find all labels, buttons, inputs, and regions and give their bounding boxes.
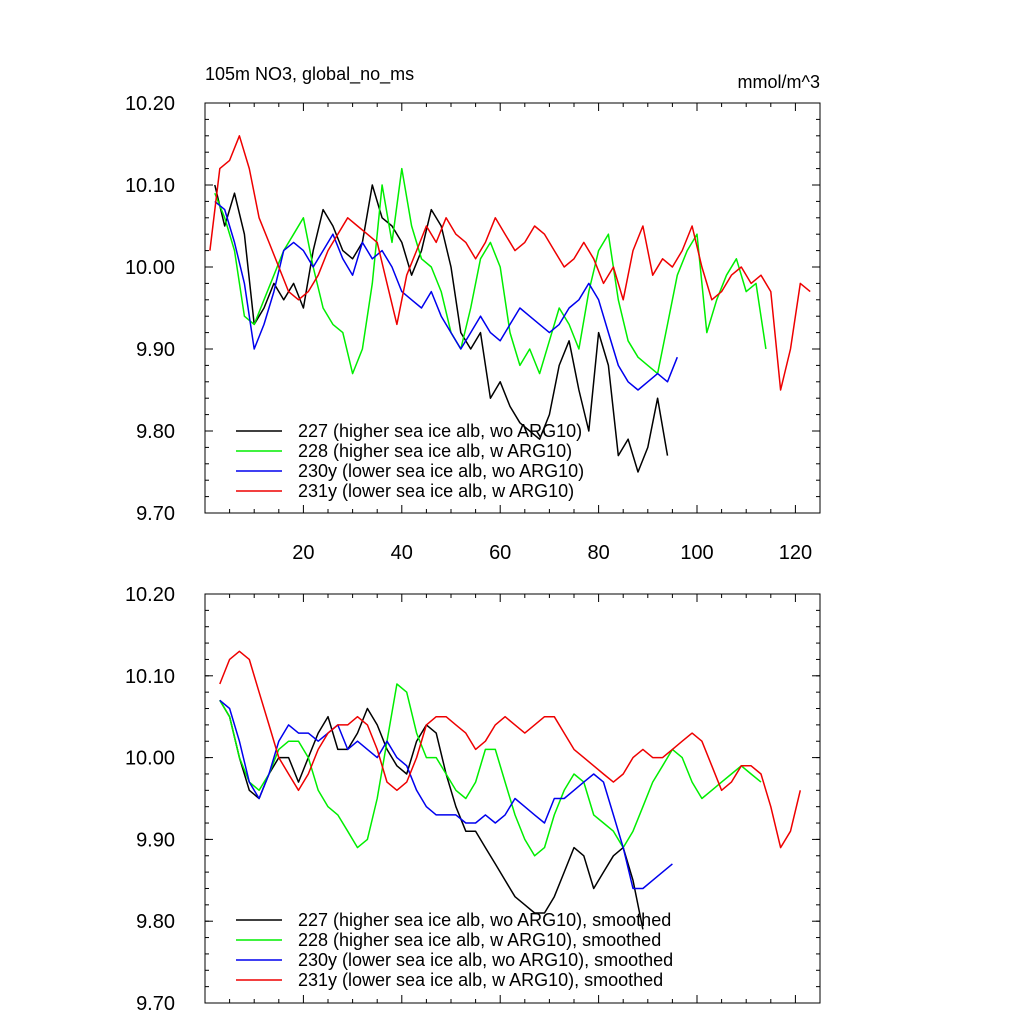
series-line-2 bbox=[219, 699, 673, 890]
legend-label: 230y (lower sea ice alb, wo ARG10), smoo… bbox=[298, 950, 673, 970]
x-tick-label: 60 bbox=[489, 542, 511, 564]
x-tick-label: 40 bbox=[391, 542, 413, 564]
series-line-2 bbox=[214, 200, 678, 391]
legend-label: 231y (lower sea ice alb, w ARG10) bbox=[298, 481, 574, 501]
top-panel: 9.70 9.80 9.90 10.00 10.10 10.20 20 40 60 80 100 12… bbox=[125, 64, 821, 564]
y-tick-label: 10.20 bbox=[125, 584, 175, 606]
legend-label: 231y (lower sea ice alb, w ARG10), smoot… bbox=[298, 970, 663, 990]
series-line-1 bbox=[214, 167, 767, 375]
plot-frame bbox=[204, 102, 821, 514]
y-tick-label: 9.80 bbox=[136, 421, 175, 443]
y-tick-label: 9.90 bbox=[136, 339, 175, 361]
legend-label: 227 (higher sea ice alb, wo ARG10) bbox=[298, 421, 582, 441]
y-tick-label: 10.10 bbox=[125, 666, 175, 688]
y-tick-label: 10.20 bbox=[125, 93, 175, 115]
legend-label: 228 (higher sea ice alb, w ARG10) bbox=[298, 441, 572, 461]
series-line-0 bbox=[214, 184, 669, 473]
series-line-3 bbox=[209, 135, 811, 391]
y-tick-label: 10.10 bbox=[125, 175, 175, 197]
series-line-1 bbox=[219, 683, 762, 857]
legend-label: 230y (lower sea ice alb, wo ARG10) bbox=[298, 461, 584, 481]
plot-frame bbox=[204, 593, 821, 1004]
y-tick-label: 9.70 bbox=[136, 503, 175, 525]
x-tick-label: 120 bbox=[779, 542, 812, 564]
y-tick-label: 10.00 bbox=[125, 748, 175, 770]
series-line-3 bbox=[219, 650, 802, 849]
y-tick-label: 9.80 bbox=[136, 911, 175, 933]
y-tick-label: 10.00 bbox=[125, 257, 175, 279]
chart-title: 105m NO3, global_no_ms bbox=[205, 64, 414, 85]
x-tick-label: 20 bbox=[292, 542, 314, 564]
units-label: mmol/m^3 bbox=[738, 72, 820, 92]
bottom-panel: 9.70 9.80 9.90 10.00 10.10 10.20 227 (higher s… bbox=[125, 584, 821, 1015]
y-tick-label: 9.70 bbox=[136, 993, 175, 1015]
legend-label: 227 (higher sea ice alb, wo ARG10), smoo… bbox=[298, 910, 671, 930]
series-line-0 bbox=[219, 699, 644, 930]
x-tick-label: 80 bbox=[587, 542, 609, 564]
legend-label: 228 (higher sea ice alb, w ARG10), smoot… bbox=[298, 930, 661, 950]
y-tick-label: 9.90 bbox=[136, 829, 175, 851]
x-tick-label: 100 bbox=[680, 542, 713, 564]
